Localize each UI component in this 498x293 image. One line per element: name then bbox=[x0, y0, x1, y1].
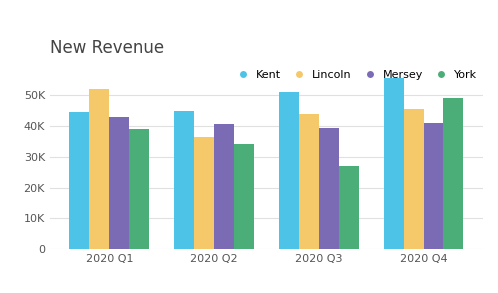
Bar bbox=[339, 166, 359, 249]
Bar bbox=[319, 127, 339, 249]
Legend: Kent, Lincoln, Mersey, York: Kent, Lincoln, Mersey, York bbox=[232, 70, 478, 80]
Bar bbox=[234, 144, 254, 249]
Bar bbox=[384, 78, 404, 249]
Bar bbox=[299, 114, 319, 249]
Bar bbox=[174, 110, 194, 249]
Bar bbox=[443, 98, 463, 249]
Bar bbox=[279, 92, 299, 249]
Bar bbox=[70, 112, 90, 249]
Bar bbox=[424, 123, 443, 249]
Bar bbox=[404, 109, 424, 249]
Bar bbox=[129, 129, 149, 249]
Text: New Revenue: New Revenue bbox=[50, 39, 164, 57]
Bar bbox=[194, 137, 214, 249]
Bar bbox=[109, 117, 129, 249]
Bar bbox=[90, 89, 109, 249]
Bar bbox=[214, 125, 234, 249]
